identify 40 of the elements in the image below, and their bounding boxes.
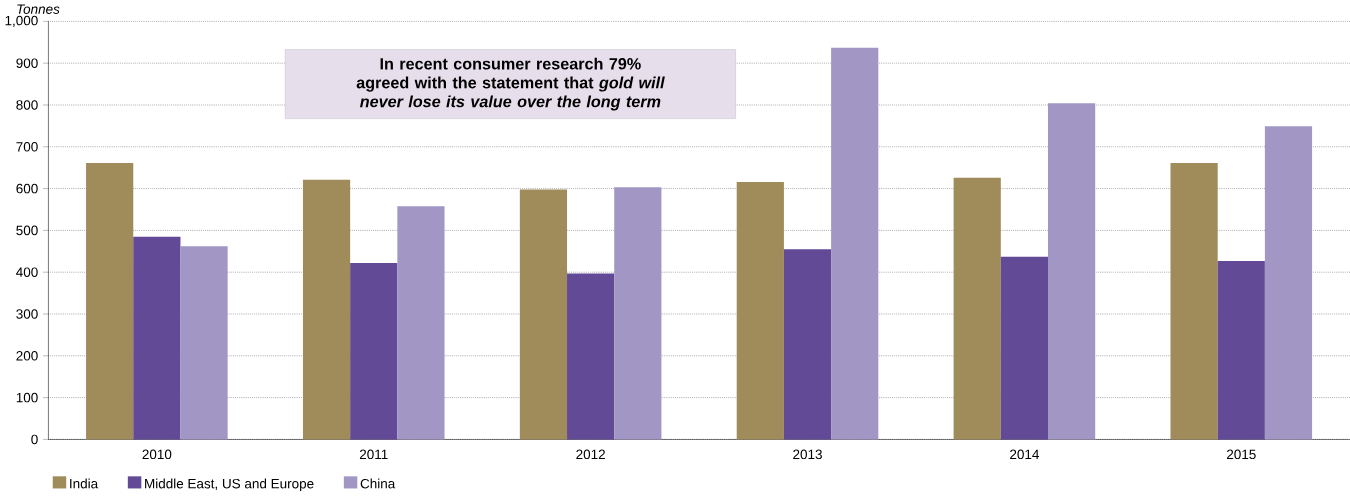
bar xyxy=(397,206,445,440)
bar xyxy=(350,263,398,440)
x-tick-label: 2013 xyxy=(793,449,822,460)
bar xyxy=(1000,256,1049,440)
y-tick-label: 1,000 xyxy=(5,15,38,28)
bar xyxy=(1048,103,1096,440)
bar xyxy=(831,47,879,440)
y-tick-label: 0 xyxy=(31,434,38,445)
x-tick-label: 2014 xyxy=(1010,449,1039,460)
bar xyxy=(1170,163,1218,440)
x-tick-label: 2010 xyxy=(142,449,172,460)
y-tick-label: 700 xyxy=(16,142,38,152)
legend-label: China xyxy=(360,478,396,489)
y-tick-label: 100 xyxy=(16,392,38,403)
x-tick-label: 2011 xyxy=(359,449,388,460)
y-tick-label: 900 xyxy=(16,58,38,69)
bar xyxy=(180,246,228,440)
y-tick-label: 500 xyxy=(16,225,38,236)
y-tick-label: 400 xyxy=(16,267,38,278)
y-tick-label: 300 xyxy=(16,309,38,319)
y-tick-label: 800 xyxy=(16,100,38,110)
bar xyxy=(736,182,784,440)
bar xyxy=(1217,261,1265,440)
bar xyxy=(614,187,662,440)
bar xyxy=(519,189,568,440)
y-tick-label: 600 xyxy=(16,183,38,194)
bar xyxy=(133,236,181,440)
bar xyxy=(1264,126,1313,440)
legend-label: Middle East, US and Europe xyxy=(145,478,314,492)
x-tick-label: 2015 xyxy=(1226,449,1256,460)
x-tick-label: 2012 xyxy=(576,449,605,460)
legend-label: India xyxy=(70,478,99,489)
y-tick-label: 200 xyxy=(16,351,38,361)
bar xyxy=(783,249,832,440)
bar xyxy=(86,163,134,440)
bar xyxy=(567,273,615,440)
y-axis-title: Tonnes xyxy=(17,4,60,15)
annotation: In recent consumer research 79% agreed with the statement that gold will never lose its value over the long term xyxy=(356,57,665,111)
bar xyxy=(302,179,351,440)
bar xyxy=(953,177,1001,440)
